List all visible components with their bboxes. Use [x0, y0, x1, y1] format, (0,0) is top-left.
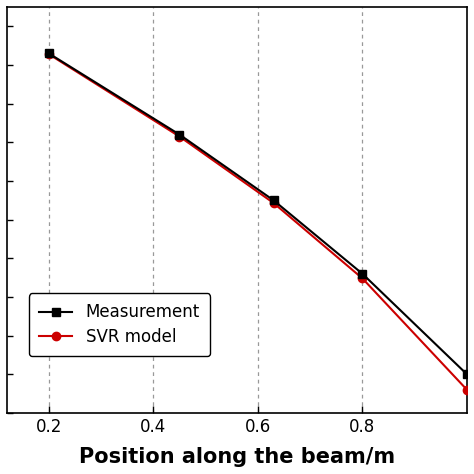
SVR model	[46, 51, 52, 57]
SVR model	[271, 200, 276, 206]
SVR model	[464, 387, 470, 393]
Measurement	[46, 51, 52, 56]
Measurement	[271, 198, 276, 203]
Measurement	[360, 271, 365, 277]
SVR model	[177, 134, 182, 139]
Line: Measurement: Measurement	[45, 49, 471, 379]
X-axis label: Position along the beam/m: Position along the beam/m	[79, 447, 395, 467]
Measurement	[464, 372, 470, 377]
Measurement	[177, 132, 182, 137]
SVR model	[360, 276, 365, 282]
Legend: Measurement, SVR model: Measurement, SVR model	[29, 293, 210, 356]
Line: SVR model: SVR model	[45, 50, 471, 394]
